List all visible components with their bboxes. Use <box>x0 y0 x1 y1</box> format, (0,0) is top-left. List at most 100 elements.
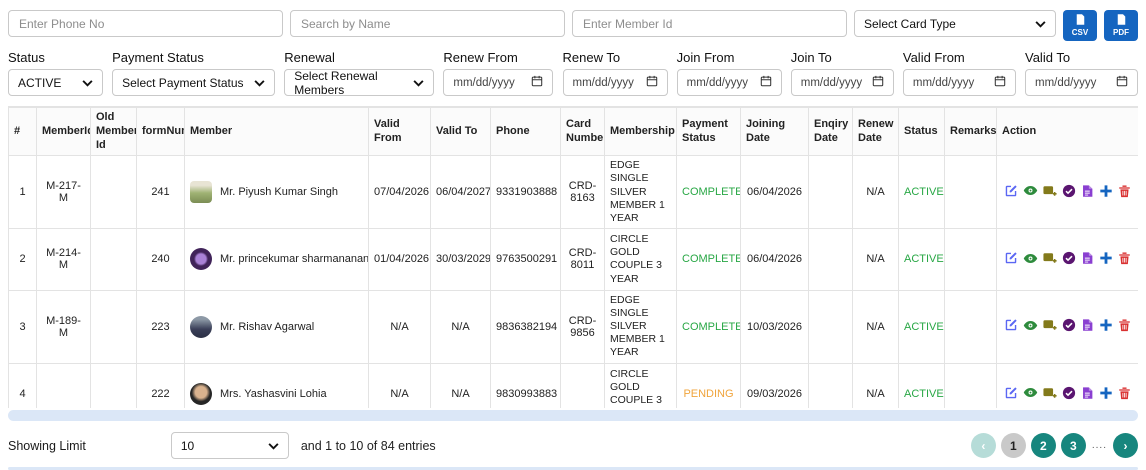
member-cell: Mr. Piyush Kumar Singh <box>184 155 369 229</box>
bottom-scrollbar[interactable] <box>8 467 1138 470</box>
delete-icon[interactable] <box>1118 318 1131 332</box>
chevron-down-icon <box>82 76 93 90</box>
table-row: 1 M-217-M 241 Mr. Piyush Kumar Singh 07/… <box>8 155 1138 229</box>
member-id-cell: M-214-M <box>36 227 91 291</box>
add-card-icon[interactable] <box>1043 251 1057 265</box>
old-member-id-cell <box>90 362 137 408</box>
phone-search-input[interactable] <box>8 10 283 37</box>
filter-control[interactable]: mm/dd/yyyy <box>1025 69 1138 96</box>
card-number-cell: CRD-9856 <box>560 289 605 364</box>
filter-group: Join From mm/dd/yyyy <box>676 50 782 96</box>
filter-control[interactable]: mm/dd/yyyy <box>562 69 668 96</box>
document-icon[interactable] <box>1081 184 1094 198</box>
old-member-id-cell <box>90 227 137 291</box>
approve-icon[interactable] <box>1062 386 1076 400</box>
file-icon <box>1076 14 1085 27</box>
status-cell: ACTIVE <box>898 362 945 408</box>
add-card-icon[interactable] <box>1043 184 1057 198</box>
page-button-3[interactable]: 3 <box>1060 433 1086 459</box>
document-icon[interactable] <box>1081 386 1094 400</box>
pdf-export-button[interactable]: PDF <box>1104 10 1138 41</box>
name-search-input[interactable] <box>290 10 565 37</box>
column-header: Renew Date <box>852 106 899 157</box>
valid-to-cell: 06/04/2027 <box>430 155 491 229</box>
edit-icon[interactable] <box>1004 386 1018 400</box>
phone-cell: 9830993883 <box>490 362 561 408</box>
approve-icon[interactable] <box>1062 318 1076 332</box>
remarks-cell <box>944 227 997 291</box>
member-avatar <box>190 315 212 338</box>
horizontal-scrollbar[interactable] <box>8 409 1138 422</box>
add-icon[interactable] <box>1099 184 1113 198</box>
card-type-select[interactable]: Select Card Type <box>854 10 1056 37</box>
add-icon[interactable] <box>1099 318 1113 332</box>
add-card-icon[interactable] <box>1043 386 1057 400</box>
filter-control[interactable]: Select Payment Status <box>112 69 276 96</box>
valid-from-cell: 07/04/2026 <box>368 155 431 229</box>
action-cell <box>996 155 1138 229</box>
filter-control[interactable]: mm/dd/yyyy <box>676 69 782 96</box>
add-icon[interactable] <box>1099 251 1113 265</box>
filter-control[interactable]: Select Renewal Members <box>284 69 435 97</box>
next-page-button[interactable]: › <box>1113 433 1138 459</box>
joining-date-cell: 09/03/2026 <box>740 362 809 408</box>
column-header: Payment Status <box>676 106 741 157</box>
filter-group: Status ACTIVE <box>8 50 103 96</box>
valid-from-cell: 01/04/2026 <box>368 227 431 291</box>
filter-label: Valid To <box>1025 50 1071 65</box>
calendar-icon <box>760 75 772 90</box>
document-icon[interactable] <box>1081 251 1094 265</box>
column-header: Membership <box>604 106 677 157</box>
column-header: Enqiry Date <box>808 106 853 157</box>
edit-icon[interactable] <box>1004 318 1018 332</box>
pdf-button-label: PDF <box>1113 28 1129 37</box>
delete-icon[interactable] <box>1118 386 1131 400</box>
view-icon[interactable] <box>1023 251 1038 266</box>
edit-icon[interactable] <box>1004 251 1018 265</box>
approve-icon[interactable] <box>1062 251 1076 265</box>
status-cell: ACTIVE <box>898 155 945 229</box>
member-table-body: 1 M-217-M 241 Mr. Piyush Kumar Singh 07/… <box>8 155 1138 408</box>
member-id-search-input[interactable] <box>572 10 847 37</box>
document-icon[interactable] <box>1081 318 1094 332</box>
view-icon[interactable] <box>1023 385 1038 400</box>
view-icon[interactable] <box>1023 318 1038 333</box>
valid-to-cell: 30/03/2029 <box>430 227 491 291</box>
approve-icon[interactable] <box>1062 184 1076 198</box>
add-icon[interactable] <box>1099 386 1113 400</box>
page-button-1[interactable]: 1 <box>1000 433 1026 459</box>
view-icon[interactable] <box>1023 183 1038 198</box>
filter-control[interactable]: mm/dd/yyyy <box>790 69 894 96</box>
filter-label: Status <box>8 50 45 65</box>
filter-value-text: mm/dd/yyyy <box>1035 76 1097 89</box>
filter-value-text: Select Payment Status <box>122 75 244 90</box>
action-cell <box>996 289 1138 364</box>
member-id-cell: M-189-M <box>36 289 91 364</box>
filter-value-text: mm/dd/yyyy <box>912 76 975 89</box>
member-cell: Mr. princekumar sharmananand prasad <box>184 227 369 291</box>
status-cell: ACTIVE <box>898 227 945 291</box>
old-member-id-cell <box>90 155 137 229</box>
table-row: 3 M-189-M 223 Mr. Rishav Agarwal N/A N/A… <box>8 289 1138 364</box>
add-card-icon[interactable] <box>1043 318 1057 332</box>
edit-icon[interactable] <box>1004 184 1018 198</box>
filter-control[interactable]: mm/dd/yyyy <box>443 69 554 96</box>
filter-control[interactable]: mm/dd/yyyy <box>902 69 1016 96</box>
previous-page-button[interactable]: ‹ <box>970 433 996 459</box>
chevron-down-icon <box>268 439 279 453</box>
delete-icon[interactable] <box>1118 184 1131 198</box>
csv-export-button[interactable]: CSV <box>1063 10 1097 41</box>
page-button-2[interactable]: 2 <box>1030 433 1056 459</box>
page-size-select[interactable]: 10 <box>170 432 289 460</box>
table-row: 2 M-214-M 240 Mr. princekumar sharmanana… <box>8 227 1138 291</box>
payment-status-cell: COMPLETED <box>676 289 741 364</box>
column-header: Valid To <box>430 106 491 157</box>
filter-control[interactable]: ACTIVE <box>8 69 103 96</box>
showing-limit-label: Showing Limit <box>8 438 86 453</box>
delete-icon[interactable] <box>1118 251 1131 265</box>
membership-cell: CIRCLE GOLD COUPLE 3 YEAR <box>604 227 677 291</box>
column-header: Old Member Id <box>90 106 137 157</box>
